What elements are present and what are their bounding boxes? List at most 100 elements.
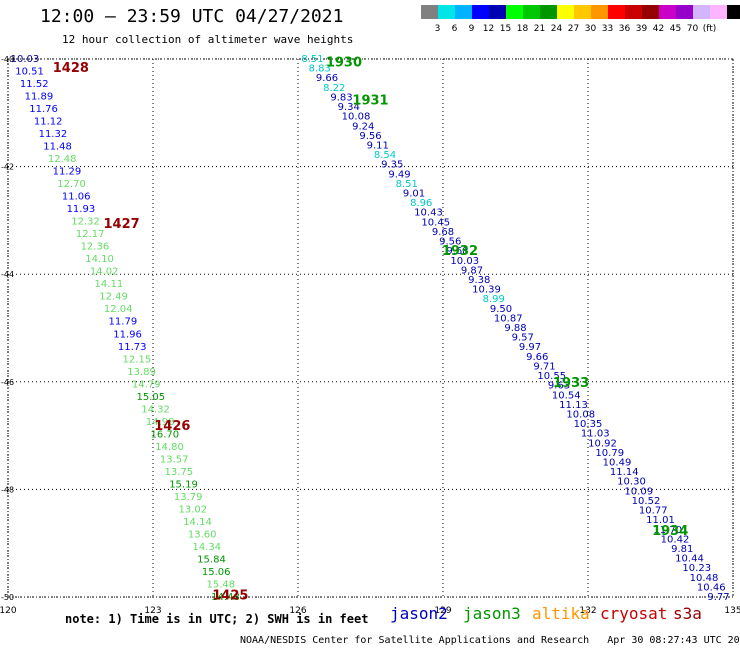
wave-height-label: 10.35 xyxy=(574,419,603,430)
satellite-cryosat: cryosat xyxy=(600,604,668,623)
wave-height-label: 10.48 xyxy=(690,573,719,584)
wave-height-label: 14.34 xyxy=(193,542,222,553)
wave-height-label: 9.71 xyxy=(533,361,555,372)
x-tick-label: 132 xyxy=(579,606,596,616)
y-tick-label: -40 xyxy=(1,55,14,64)
wave-height-label: 11.76 xyxy=(29,104,58,115)
wave-height-label: 15.05 xyxy=(137,392,166,403)
wave-height-label: 11.73 xyxy=(118,342,147,353)
wave-height-label: 9.68 xyxy=(432,227,454,238)
wave-height-label: 10.42 xyxy=(661,534,690,545)
wave-height-label: 8.83 xyxy=(309,64,331,75)
scale-label: 6 xyxy=(451,24,458,34)
wave-height-label: 10.43 xyxy=(414,208,443,219)
wave-height-label: 8.54 xyxy=(374,150,396,161)
wave-height-label: 11.29 xyxy=(53,167,82,178)
wave-height-label: 10.92 xyxy=(588,438,617,449)
wave-height-label: 9.88 xyxy=(504,323,526,334)
scale-swatch xyxy=(676,5,693,19)
x-tick-label: 123 xyxy=(144,606,161,616)
wave-height-label: 12.70 xyxy=(57,179,86,190)
scale-label: 24 xyxy=(550,24,563,34)
wave-height-label: 11.52 xyxy=(20,79,49,90)
wave-height-label: 10.03 xyxy=(11,54,40,65)
wave-height-label: 13.02 xyxy=(179,504,208,515)
wave-height-label: 11.93 xyxy=(67,204,96,215)
credit-line: NOAA/NESDIS Center for Satellite Applica… xyxy=(240,635,740,646)
scale-label: 70 xyxy=(686,24,699,34)
wave-height-label: 9.66 xyxy=(316,73,338,84)
wave-height-label: 10.39 xyxy=(472,285,501,296)
wave-height-label: 10.51 xyxy=(15,67,44,78)
satellite-jason3: jason3 xyxy=(463,604,521,623)
wave-height-label: 9.56 xyxy=(359,131,381,142)
wave-height-label: 16.70 xyxy=(151,429,180,440)
wave-height-label: 9.77 xyxy=(707,592,729,603)
wave-height-label: 13.57 xyxy=(160,454,189,465)
wave-height-label: 11.48 xyxy=(43,142,72,153)
units-note: note: 1) Time is in UTC; 2) SWH is in fe… xyxy=(65,612,369,626)
page-title: 12:00 – 23:59 UTC 04/27/2021 xyxy=(40,6,344,27)
scale-swatch xyxy=(506,5,523,19)
scale-swatch xyxy=(455,5,472,19)
wave-height-label: 14.14 xyxy=(183,517,212,528)
wave-height-label: 15.06 xyxy=(202,567,231,578)
scale-label: 15 xyxy=(499,24,512,34)
wave-height-label: 14.32 xyxy=(141,404,170,415)
wave-height-label: 9.35 xyxy=(381,160,403,171)
satellite-altika: altika xyxy=(532,604,590,623)
y-tick-label: -50 xyxy=(1,593,14,602)
wave-height-label: 9.63 xyxy=(548,381,570,392)
scale-swatch xyxy=(625,5,642,19)
wave-height-label: 9.56 xyxy=(439,237,461,248)
wave-height-label: 11.79 xyxy=(109,317,138,328)
pass-time-label: 1428 xyxy=(53,61,89,76)
wave-height-label: 10.79 xyxy=(595,448,624,459)
wave-height-label: 9.87 xyxy=(461,265,483,276)
scale-label: 9 xyxy=(468,24,475,34)
wave-height-label: 10.23 xyxy=(682,563,711,574)
scale-swatch xyxy=(489,5,506,19)
wave-height-label: 9.01 xyxy=(403,189,425,200)
scale-label: 45 xyxy=(669,24,682,34)
wave-height-label: 9.57 xyxy=(512,333,534,344)
pass-time-label: 1933 xyxy=(553,376,589,391)
y-tick-label: -42 xyxy=(1,163,14,172)
wave-height-label: 8.22 xyxy=(323,83,345,94)
wave-height-label: 14.02 xyxy=(90,267,119,278)
wave-height-label: 11.89 xyxy=(25,92,54,103)
wave-height-label: 9.49 xyxy=(388,169,410,180)
wave-height-label: 10.30 xyxy=(617,477,646,488)
wave-height-label: 14.98 xyxy=(146,417,175,428)
scale-label: 12 xyxy=(482,24,495,34)
wave-height-label: 11.70 xyxy=(653,525,682,536)
wave-height-label: 9.34 xyxy=(338,102,360,113)
scale-swatch xyxy=(438,5,455,19)
scale-swatch xyxy=(574,5,591,19)
wave-height-label: 10.44 xyxy=(675,554,704,565)
wave-height-label: 10.87 xyxy=(494,313,523,324)
pass-time-label: 1931 xyxy=(352,93,388,108)
wave-height-label: 11.13 xyxy=(559,400,588,411)
scale-label: 21 xyxy=(533,24,546,34)
wave-height-label: 13.60 xyxy=(188,529,217,540)
wave-height-label: 12.49 xyxy=(99,292,128,303)
wave-height-label: 10.08 xyxy=(566,409,595,420)
pass-time-label: 1934 xyxy=(652,524,688,539)
pass-time-label: 1930 xyxy=(326,56,362,71)
wave-height-label: 10.55 xyxy=(537,371,566,382)
wave-height-label: 9.83 xyxy=(330,92,352,103)
wave-height-label: 11.06 xyxy=(62,192,91,203)
wave-height-label: 8.51 xyxy=(396,179,418,190)
wave-height-label: 9.50 xyxy=(490,304,512,315)
scale-label: (ft) xyxy=(702,24,717,34)
wave-height-label: 11.01 xyxy=(646,515,675,526)
wave-height-label: 11.12 xyxy=(34,117,63,128)
wave-height-label: 10.03 xyxy=(450,256,479,267)
y-tick-label: -48 xyxy=(1,485,14,494)
wave-height-label: 8.96 xyxy=(410,198,432,209)
wave-height-label: 9.11 xyxy=(367,140,389,151)
wave-height-label: 10.52 xyxy=(632,496,661,507)
scale-label: 30 xyxy=(584,24,597,34)
